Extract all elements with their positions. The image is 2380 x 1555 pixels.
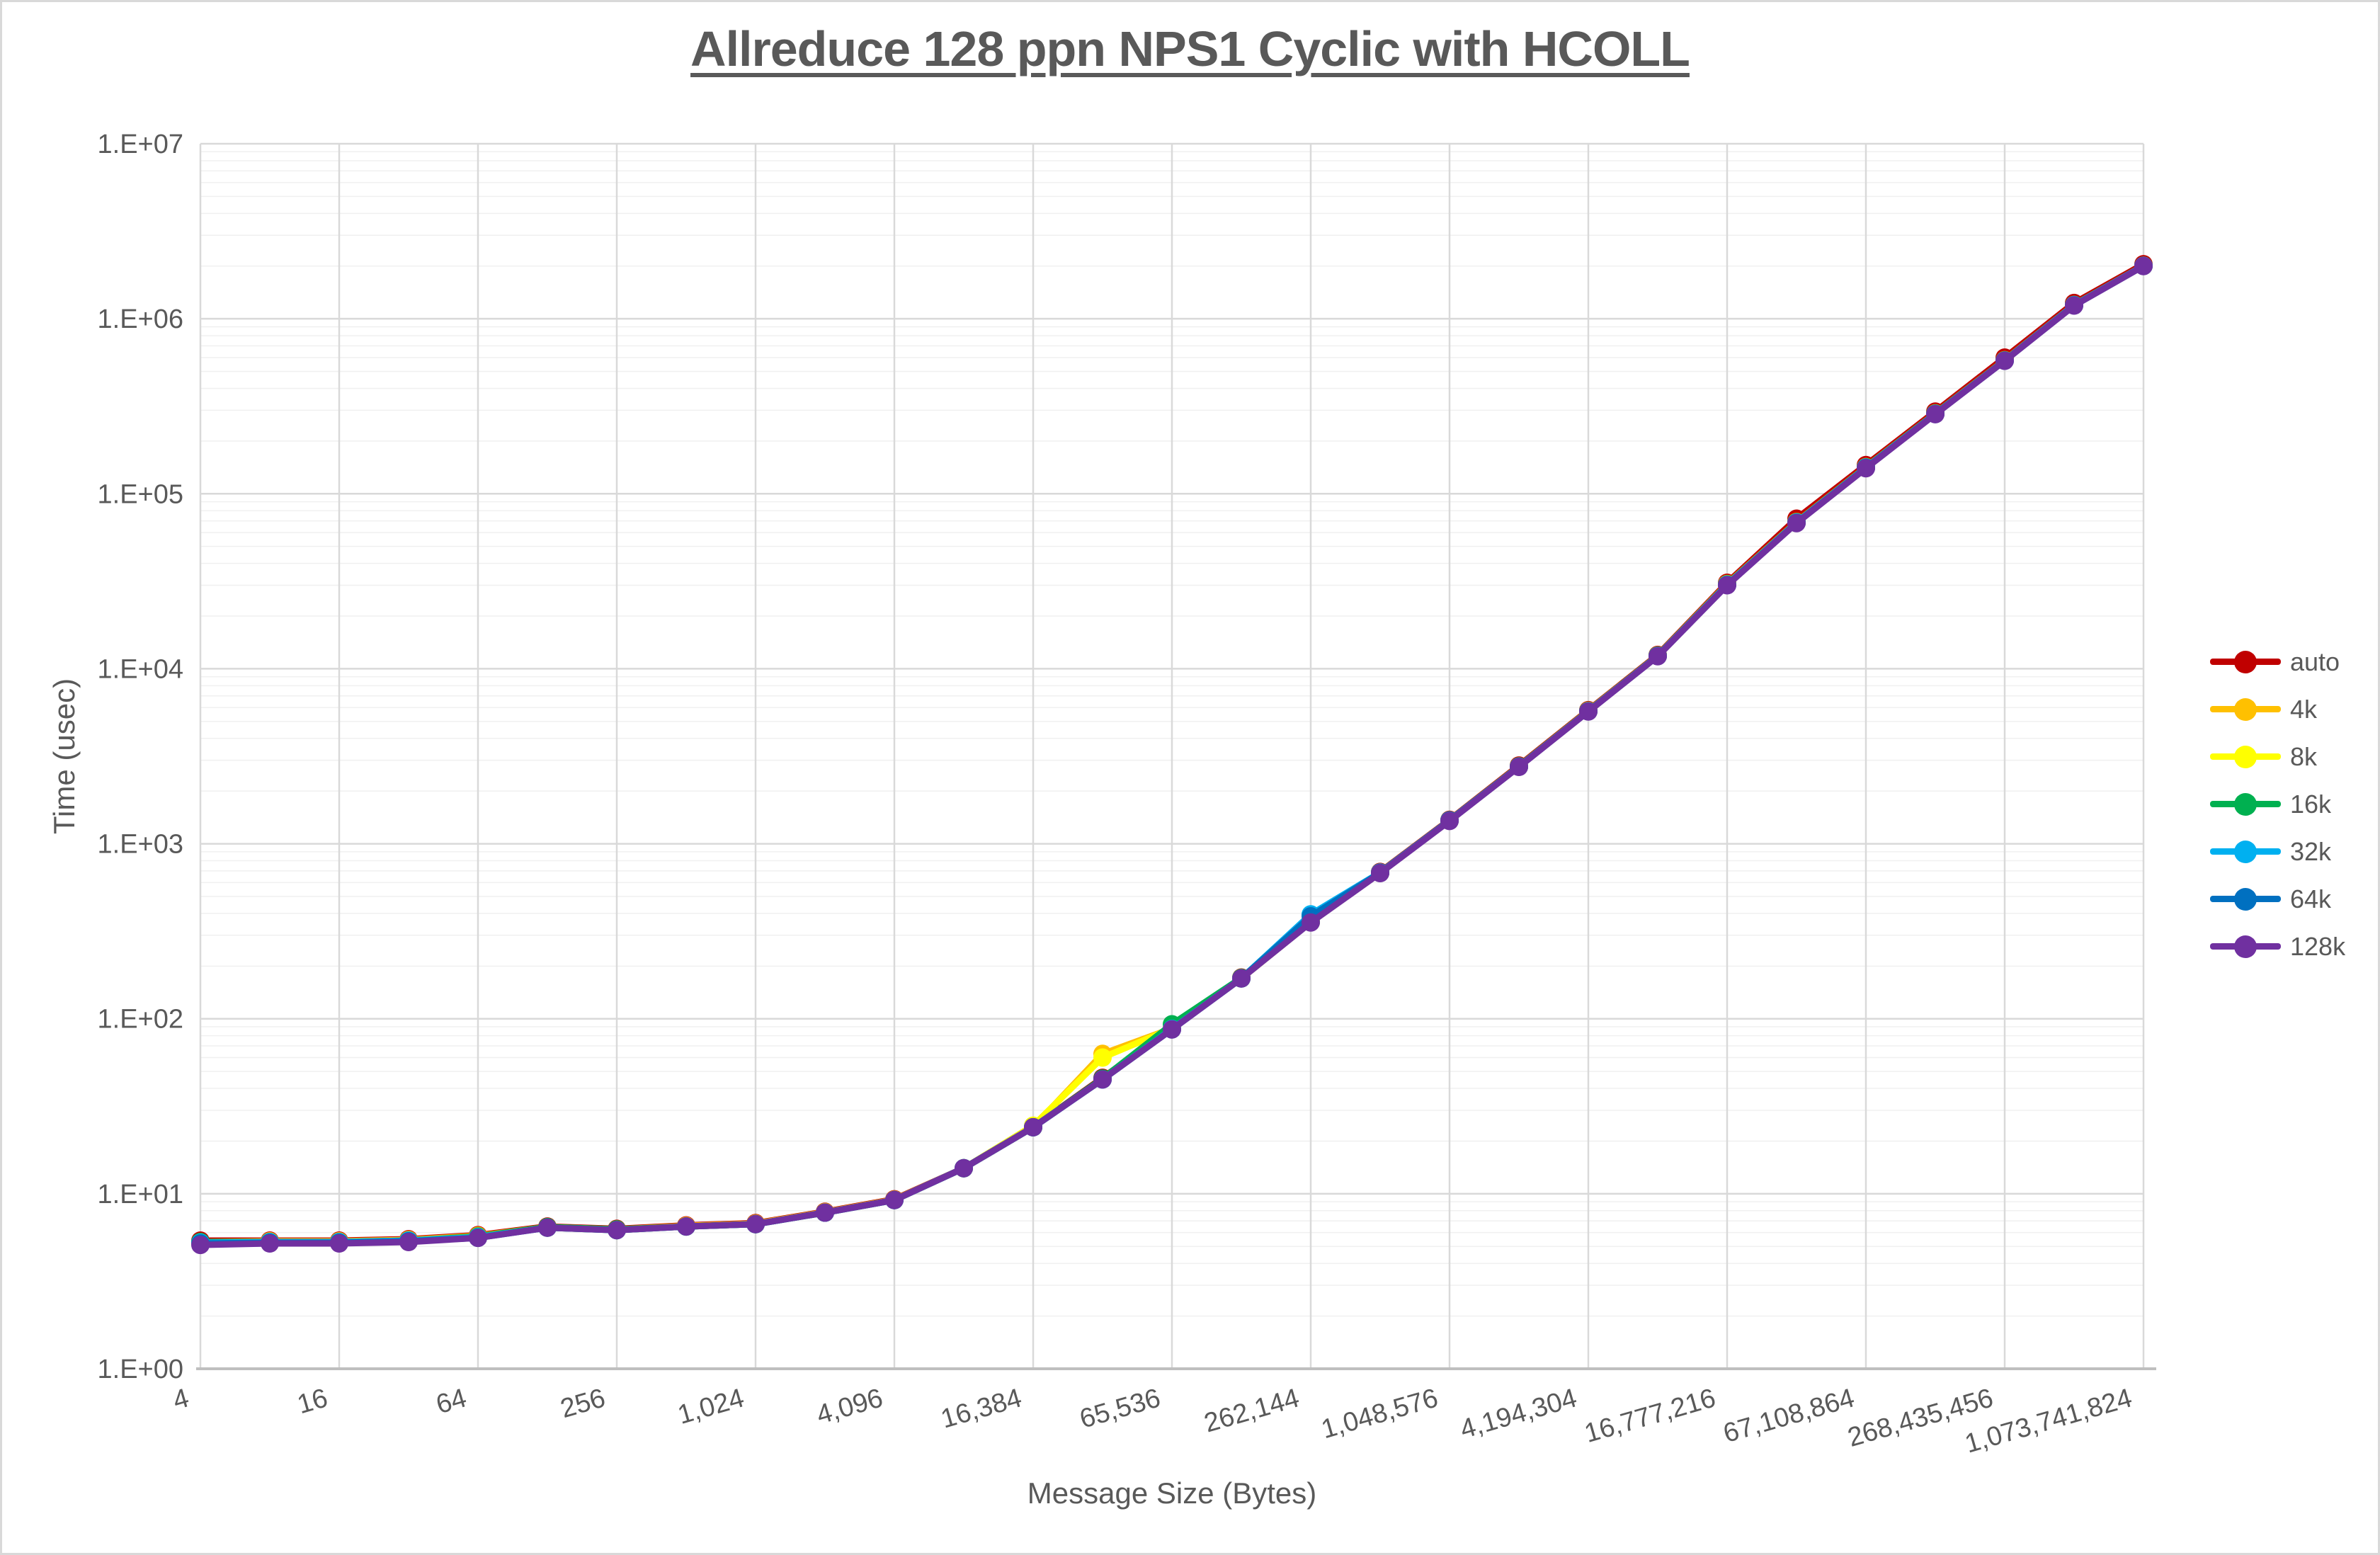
x-tick-label: 64 (433, 1383, 469, 1420)
data-point-128k (1024, 1117, 1042, 1137)
legend: auto 4k 8k 16k 32k 64k 128k (2210, 638, 2345, 970)
data-point-128k (1995, 351, 2014, 370)
y-tick-label: 1.E+03 (98, 830, 184, 860)
y-tick-label: 1.E+02 (98, 1005, 184, 1035)
x-tick-label: 65,536 (1076, 1383, 1163, 1434)
data-point-128k (955, 1158, 973, 1178)
data-point-128k (1510, 758, 1528, 776)
x-tick-label: 4,194,304 (1457, 1383, 1580, 1445)
x-tick-label: 1,048,576 (1318, 1383, 1441, 1445)
data-point-128k (608, 1221, 626, 1240)
legend-label: 32k (2290, 836, 2332, 866)
data-point-128k (399, 1233, 418, 1251)
data-point-128k (1649, 647, 1667, 666)
y-tick-label: 1.E+00 (98, 1355, 184, 1384)
legend-label: 4k (2290, 694, 2318, 724)
data-point-128k (330, 1234, 348, 1253)
legend-marker-icon (2234, 935, 2257, 958)
legend-line-swatch (2210, 935, 2281, 958)
y-tick-label: 1.E+01 (98, 1180, 184, 1209)
legend-line-swatch (2210, 697, 2281, 721)
y-tick-label: 1.E+05 (98, 479, 184, 509)
data-point-128k (746, 1214, 765, 1234)
data-point-128k (261, 1234, 279, 1253)
legend-marker-icon (2234, 792, 2257, 816)
x-tick-label: 16,384 (938, 1383, 1025, 1434)
data-point-8k (1093, 1048, 1112, 1067)
legend-label: auto (2290, 647, 2340, 676)
x-tick-label: 4 (170, 1383, 193, 1416)
x-tick-label: 256 (557, 1383, 609, 1424)
data-point-128k (885, 1190, 904, 1209)
data-point-128k (2134, 256, 2153, 275)
data-point-128k (1926, 404, 1945, 423)
x-tick-label: 16 (294, 1383, 331, 1420)
data-point-128k (677, 1217, 695, 1236)
legend-item-128k: 128k (2210, 923, 2345, 970)
chart-title: Allreduce 128 ppn NPS1 Cyclic with HCOLL (690, 21, 1690, 76)
legend-marker-icon (2234, 745, 2257, 768)
data-point-128k (1163, 1020, 1181, 1039)
legend-line-swatch (2210, 745, 2281, 768)
data-point-128k (1371, 864, 1389, 882)
y-tick-label: 1.E+06 (98, 304, 184, 334)
legend-line-swatch (2210, 650, 2281, 673)
data-point-128k (469, 1229, 487, 1248)
data-point-128k (1857, 459, 1875, 478)
data-point-128k (191, 1236, 210, 1255)
data-point-128k (1718, 576, 1736, 595)
x-tick-label: 1,024 (674, 1383, 747, 1430)
legend-item-32k: 32k (2210, 828, 2345, 875)
y-tick-label: 1.E+07 (98, 130, 184, 159)
legend-line-swatch (2210, 792, 2281, 816)
legend-marker-icon (2234, 887, 2257, 911)
legend-item-auto: auto (2210, 638, 2345, 685)
legend-line-swatch (2210, 887, 2281, 911)
x-tick-label: 16,777,216 (1581, 1383, 1719, 1449)
x-tick-label: 262,144 (1201, 1383, 1303, 1438)
data-point-128k (1579, 702, 1598, 721)
data-point-128k (816, 1203, 834, 1222)
legend-label: 128k (2290, 931, 2346, 961)
x-axis-title: Message Size (Bytes) (1027, 1476, 1317, 1510)
legend-label: 8k (2290, 741, 2318, 771)
legend-marker-icon (2234, 650, 2257, 673)
data-point-128k (2065, 296, 2083, 315)
data-point-128k (1440, 811, 1459, 831)
legend-line-swatch (2210, 840, 2281, 863)
legend-item-16k: 16k (2210, 780, 2345, 828)
data-point-128k (1232, 969, 1251, 988)
data-point-128k (538, 1218, 557, 1237)
x-tick-label: 4,096 (813, 1383, 886, 1430)
legend-item-4k: 4k (2210, 685, 2345, 733)
legend-item-64k: 64k (2210, 875, 2345, 923)
legend-item-8k: 8k (2210, 733, 2345, 780)
y-tick-label: 1.E+04 (98, 654, 184, 684)
data-point-128k (1093, 1070, 1112, 1089)
x-tick-label: 67,108,864 (1720, 1383, 1857, 1449)
legend-marker-icon (2234, 840, 2257, 863)
legend-label: 64k (2290, 884, 2332, 913)
legend-marker-icon (2234, 697, 2257, 721)
data-point-128k (1787, 513, 1806, 532)
legend-label: 16k (2290, 789, 2332, 819)
data-point-128k (1302, 913, 1320, 932)
